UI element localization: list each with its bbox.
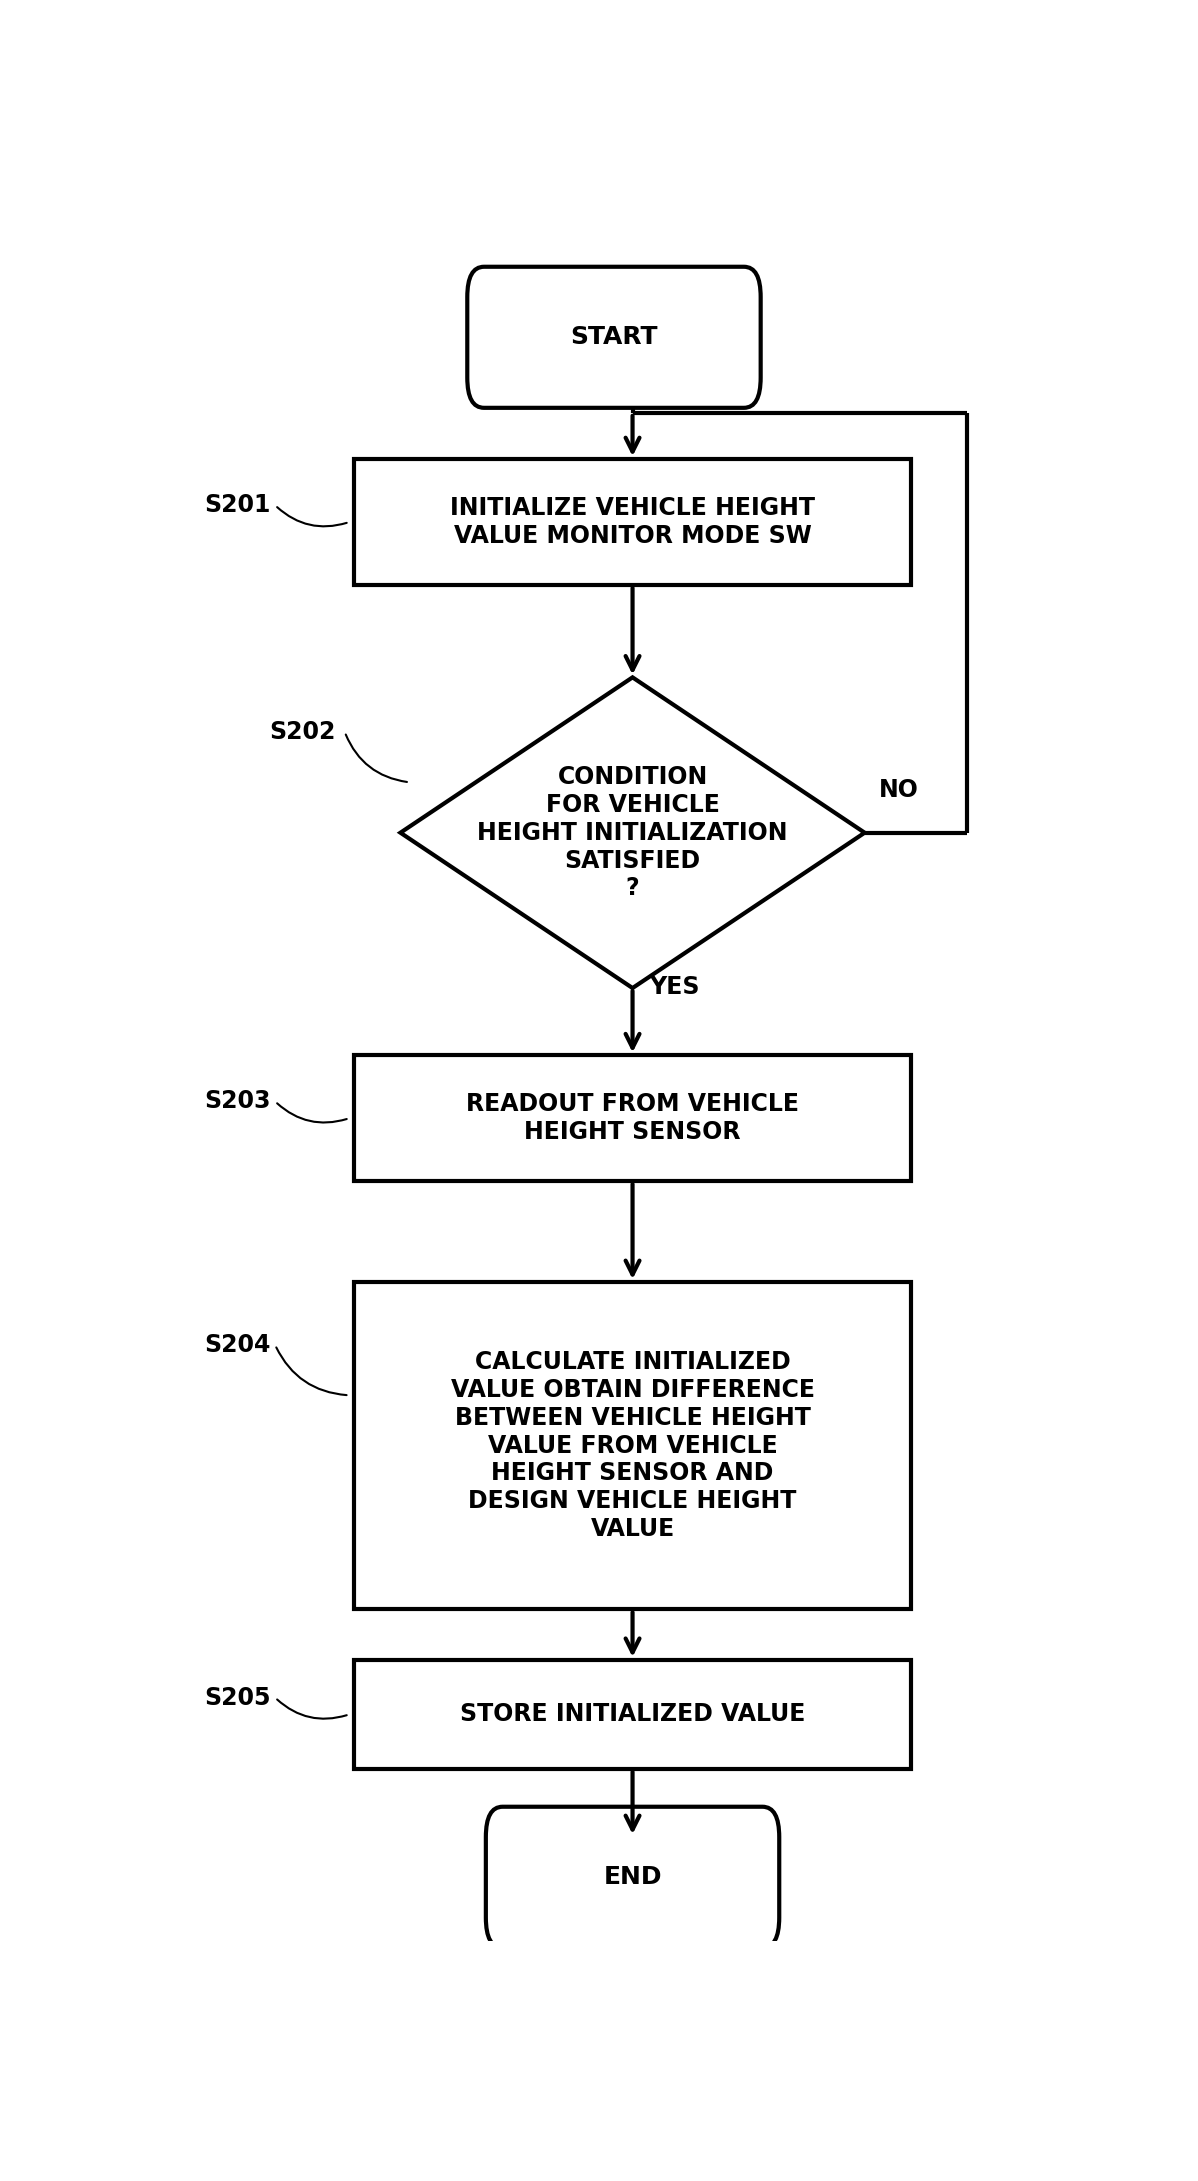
Bar <box>355 458 912 585</box>
Text: S201: S201 <box>204 493 271 517</box>
FancyBboxPatch shape <box>486 1806 779 1948</box>
Text: S205: S205 <box>204 1686 271 1710</box>
Text: CONDITION
FOR VEHICLE
HEIGHT INITIALIZATION
SATISFIED
?: CONDITION FOR VEHICLE HEIGHT INITIALIZAT… <box>477 766 788 901</box>
Text: YES: YES <box>649 975 700 999</box>
Text: CALCULATE INITIALIZED
VALUE OBTAIN DIFFERENCE
BETWEEN VEHICLE HEIGHT
VALUE FROM : CALCULATE INITIALIZED VALUE OBTAIN DIFFE… <box>450 1350 815 1542</box>
Text: STORE INITIALIZED VALUE: STORE INITIALIZED VALUE <box>460 1703 805 1727</box>
FancyBboxPatch shape <box>467 266 761 408</box>
Text: S203: S203 <box>204 1088 271 1114</box>
Text: S202: S202 <box>270 720 335 744</box>
Bar <box>355 1282 912 1610</box>
Text: END: END <box>604 1865 661 1889</box>
Text: START: START <box>570 325 658 349</box>
Text: INITIALIZE VEHICLE HEIGHT
VALUE MONITOR MODE SW: INITIALIZE VEHICLE HEIGHT VALUE MONITOR … <box>450 495 815 547</box>
Bar <box>355 1056 912 1182</box>
Polygon shape <box>400 678 865 988</box>
Bar <box>355 1660 912 1769</box>
Text: NO: NO <box>878 779 919 803</box>
Text: READOUT FROM VEHICLE
HEIGHT SENSOR: READOUT FROM VEHICLE HEIGHT SENSOR <box>466 1093 799 1145</box>
Text: S204: S204 <box>204 1333 271 1357</box>
